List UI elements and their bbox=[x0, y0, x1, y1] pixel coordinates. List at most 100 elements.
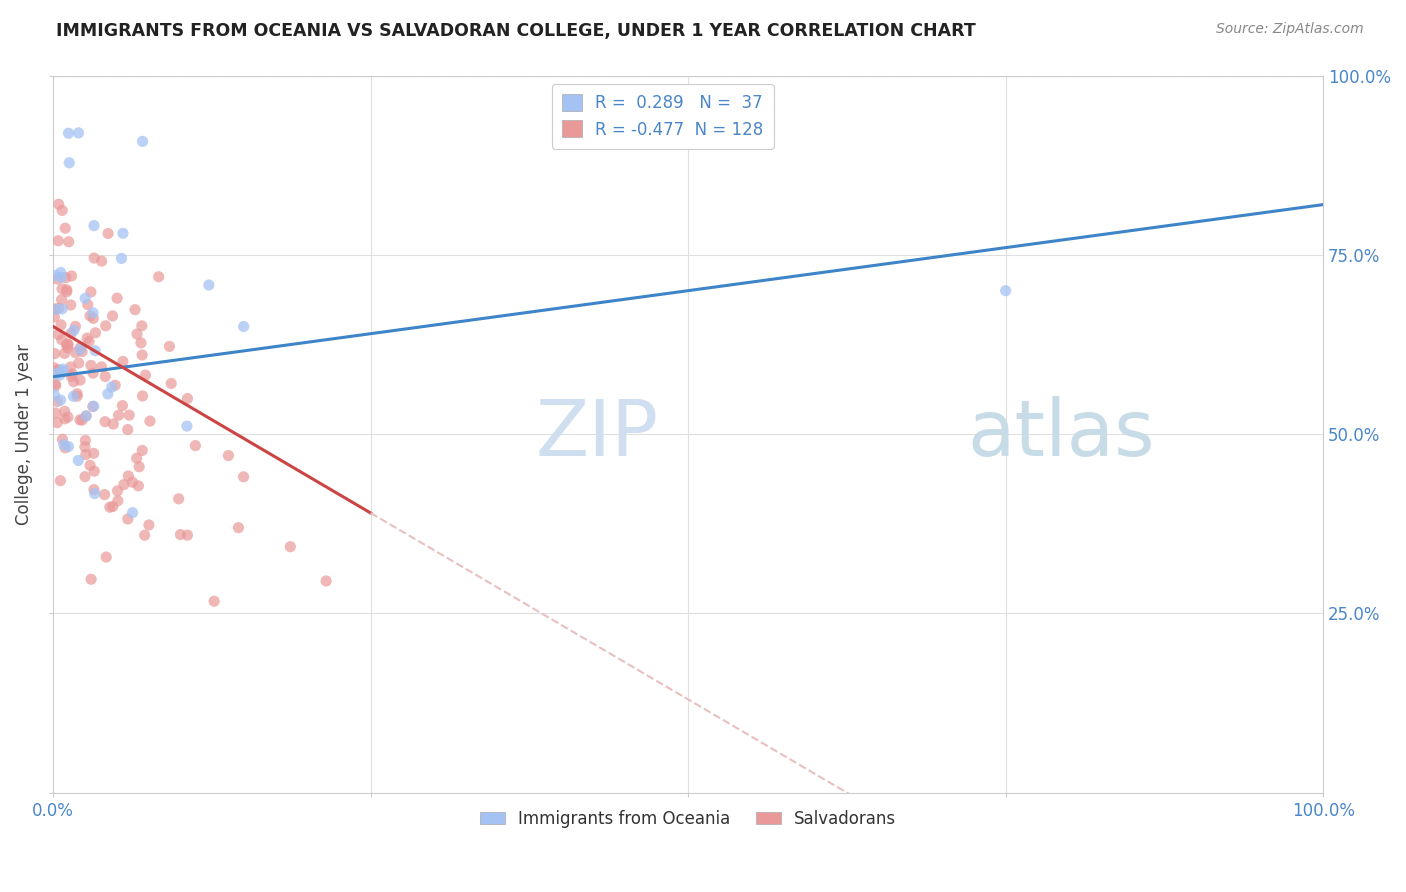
Point bbox=[75, 434, 97, 448]
Point bbox=[48, 364, 70, 378]
Point bbox=[280, 540, 302, 554]
Point bbox=[58, 440, 80, 454]
Point bbox=[69, 373, 91, 387]
Point bbox=[55, 283, 77, 297]
Point bbox=[94, 415, 117, 429]
Point bbox=[139, 414, 162, 428]
Point bbox=[128, 459, 150, 474]
Point bbox=[994, 284, 1017, 298]
Point bbox=[111, 399, 134, 413]
Point bbox=[83, 399, 105, 413]
Point bbox=[44, 387, 66, 401]
Point bbox=[67, 453, 90, 467]
Point bbox=[202, 594, 225, 608]
Point bbox=[53, 221, 76, 235]
Point bbox=[103, 417, 125, 431]
Point bbox=[131, 443, 153, 458]
Point bbox=[124, 302, 146, 317]
Point bbox=[82, 400, 104, 414]
Point bbox=[45, 378, 67, 392]
Point bbox=[117, 423, 139, 437]
Text: IMMIGRANTS FROM OCEANIA VS SALVADORAN COLLEGE, UNDER 1 YEAR CORRELATION CHART: IMMIGRANTS FROM OCEANIA VS SALVADORAN CO… bbox=[56, 22, 976, 40]
Point bbox=[76, 298, 98, 312]
Point bbox=[83, 251, 105, 265]
Point bbox=[228, 521, 250, 535]
Point bbox=[59, 359, 82, 374]
Point bbox=[65, 345, 87, 359]
Point bbox=[93, 487, 115, 501]
Point bbox=[90, 254, 112, 268]
Point bbox=[45, 367, 67, 381]
Point bbox=[46, 272, 69, 286]
Point bbox=[94, 369, 117, 384]
Point bbox=[176, 419, 198, 434]
Point bbox=[48, 197, 70, 211]
Legend: Immigrants from Oceania, Salvadorans: Immigrants from Oceania, Salvadorans bbox=[474, 803, 903, 835]
Point bbox=[51, 432, 73, 446]
Point bbox=[53, 346, 76, 360]
Point bbox=[79, 458, 101, 473]
Point bbox=[129, 335, 152, 350]
Point bbox=[73, 440, 96, 454]
Point bbox=[75, 291, 97, 305]
Point bbox=[131, 389, 153, 403]
Point bbox=[117, 469, 139, 483]
Point bbox=[60, 268, 83, 283]
Point bbox=[46, 394, 69, 409]
Point bbox=[46, 327, 69, 342]
Point bbox=[51, 282, 73, 296]
Point bbox=[67, 126, 90, 140]
Point bbox=[83, 483, 105, 497]
Point bbox=[51, 293, 73, 307]
Point bbox=[63, 323, 86, 337]
Point bbox=[131, 135, 153, 149]
Point bbox=[97, 227, 120, 241]
Point bbox=[58, 155, 80, 169]
Point bbox=[44, 268, 66, 283]
Point bbox=[138, 518, 160, 533]
Point bbox=[51, 270, 73, 285]
Point bbox=[65, 319, 87, 334]
Point bbox=[52, 362, 75, 376]
Point bbox=[121, 475, 143, 490]
Point bbox=[80, 572, 103, 586]
Point bbox=[82, 366, 104, 380]
Point bbox=[58, 235, 80, 249]
Point bbox=[70, 413, 93, 427]
Point bbox=[51, 301, 73, 316]
Point bbox=[66, 386, 89, 401]
Point bbox=[80, 359, 103, 373]
Point bbox=[51, 203, 73, 218]
Point bbox=[44, 376, 66, 391]
Point bbox=[83, 219, 105, 233]
Point bbox=[44, 346, 66, 360]
Point bbox=[232, 319, 254, 334]
Point bbox=[159, 339, 181, 353]
Point bbox=[131, 348, 153, 362]
Point bbox=[111, 227, 134, 241]
Point bbox=[69, 343, 91, 357]
Point bbox=[75, 409, 97, 423]
Point bbox=[69, 341, 91, 355]
Text: ZIP: ZIP bbox=[536, 396, 659, 472]
Point bbox=[232, 470, 254, 484]
Point bbox=[53, 412, 76, 426]
Point bbox=[83, 486, 105, 500]
Point bbox=[75, 409, 97, 423]
Point bbox=[44, 360, 66, 375]
Point bbox=[94, 318, 117, 333]
Point bbox=[125, 327, 148, 342]
Point bbox=[49, 393, 72, 408]
Point bbox=[176, 528, 198, 542]
Point bbox=[118, 408, 141, 422]
Point bbox=[55, 285, 77, 299]
Point bbox=[60, 326, 83, 341]
Point bbox=[49, 368, 72, 382]
Point bbox=[49, 318, 72, 332]
Point bbox=[67, 356, 90, 370]
Point bbox=[56, 337, 79, 351]
Point bbox=[198, 278, 221, 293]
Point bbox=[56, 410, 79, 425]
Point bbox=[112, 477, 135, 491]
Point bbox=[60, 367, 83, 381]
